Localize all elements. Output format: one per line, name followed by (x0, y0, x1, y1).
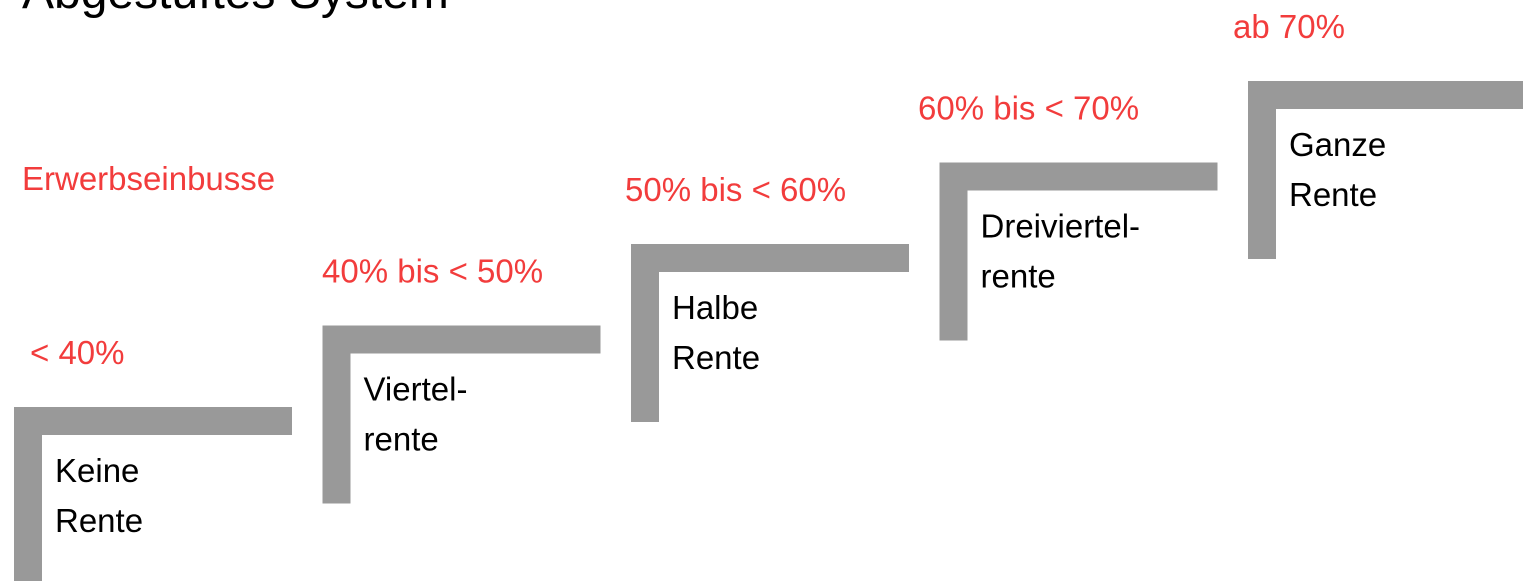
step-benefit: Rente (55, 502, 143, 539)
step-range: < 40% (30, 334, 125, 371)
step-benefit: Dreiviertel- (981, 208, 1141, 245)
step-vertical (322, 325, 351, 504)
step-benefit: Viertel- (364, 371, 468, 408)
step-horizontal (631, 244, 909, 272)
step-benefit: Rente (672, 339, 760, 376)
step-horizontal (1248, 81, 1523, 109)
criterion-label: Erwerbseinbusse (22, 160, 275, 197)
step-horizontal (14, 407, 292, 435)
step-benefit: rente (364, 421, 439, 458)
step-benefit: Rente (1289, 176, 1377, 213)
step-range: ab 70% (1233, 8, 1345, 45)
step-range: 50% bis < 60% (625, 171, 846, 208)
step-benefit: Keine (55, 452, 139, 489)
step-benefit: Ganze (1289, 126, 1386, 163)
step-vertical (631, 244, 659, 422)
step-range: 40% bis < 50% (322, 253, 543, 290)
step-range: 60% bis < 70% (918, 90, 1139, 127)
step-benefit: Halbe (672, 289, 758, 326)
step-vertical (14, 407, 42, 581)
step-horizontal (322, 325, 601, 354)
step-horizontal (939, 162, 1218, 191)
step-benefit: rente (981, 258, 1056, 295)
step-vertical (939, 162, 968, 341)
step-vertical (1248, 81, 1276, 259)
title: Abgestuftes System (22, 0, 449, 19)
